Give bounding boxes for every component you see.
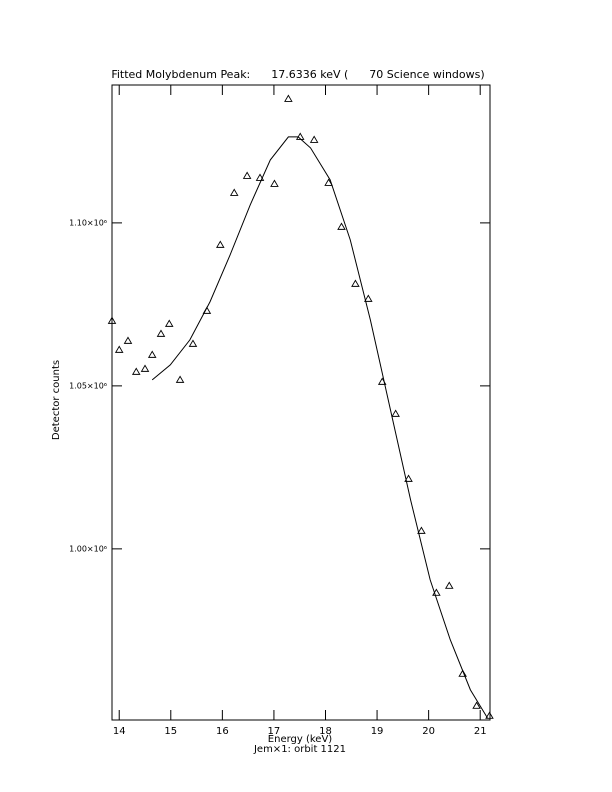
plot-frame	[111, 84, 491, 721]
data-point	[123, 336, 133, 344]
data-point	[417, 526, 426, 534]
data-point	[242, 171, 252, 179]
data-point	[229, 188, 239, 196]
data-point	[107, 316, 117, 324]
data-point	[337, 222, 346, 230]
data-point	[114, 345, 124, 353]
x-axis-label: Energy (keV)	[268, 734, 333, 745]
x-tick-label: 16	[216, 726, 229, 737]
data-point	[309, 135, 319, 143]
data-point	[188, 339, 198, 347]
x-tick-label: 15	[164, 726, 177, 737]
y-tick-label: 1.05×10⁶	[69, 381, 107, 390]
data-point	[156, 329, 166, 337]
data-point	[140, 364, 150, 372]
data-point	[175, 375, 185, 383]
x-tick-label: 21	[474, 726, 487, 737]
data-point	[324, 178, 333, 186]
data-point	[485, 711, 494, 719]
data-point	[255, 173, 265, 181]
x-tick-label: 18	[319, 726, 332, 737]
data-point	[284, 94, 293, 102]
data-point	[147, 350, 157, 358]
data-point	[351, 279, 360, 287]
x-tick-label: 14	[113, 726, 126, 737]
data-point	[444, 581, 454, 589]
data-point	[458, 669, 467, 677]
subcaption: Jem×1: orbit 1121	[253, 744, 346, 755]
chart-title: Fitted Molybdenum Peak: 17.6336 keV ( 70…	[111, 68, 484, 81]
y-tick-label: 1.10×10⁶	[69, 218, 107, 227]
fit-line	[151, 136, 488, 719]
data-point	[364, 294, 373, 302]
data-point	[216, 240, 225, 248]
data-point	[472, 701, 481, 709]
data-point	[131, 367, 141, 375]
data-point	[270, 179, 279, 187]
data-point	[164, 319, 174, 327]
y-tick-label: 1.00×10⁶	[69, 544, 107, 553]
x-tick-label: 20	[422, 726, 435, 737]
data-point	[391, 409, 400, 417]
y-axis-label: Detector counts	[51, 360, 62, 440]
data-point	[404, 474, 413, 482]
x-tick-label: 17	[268, 726, 281, 737]
x-tick-label: 19	[371, 726, 384, 737]
